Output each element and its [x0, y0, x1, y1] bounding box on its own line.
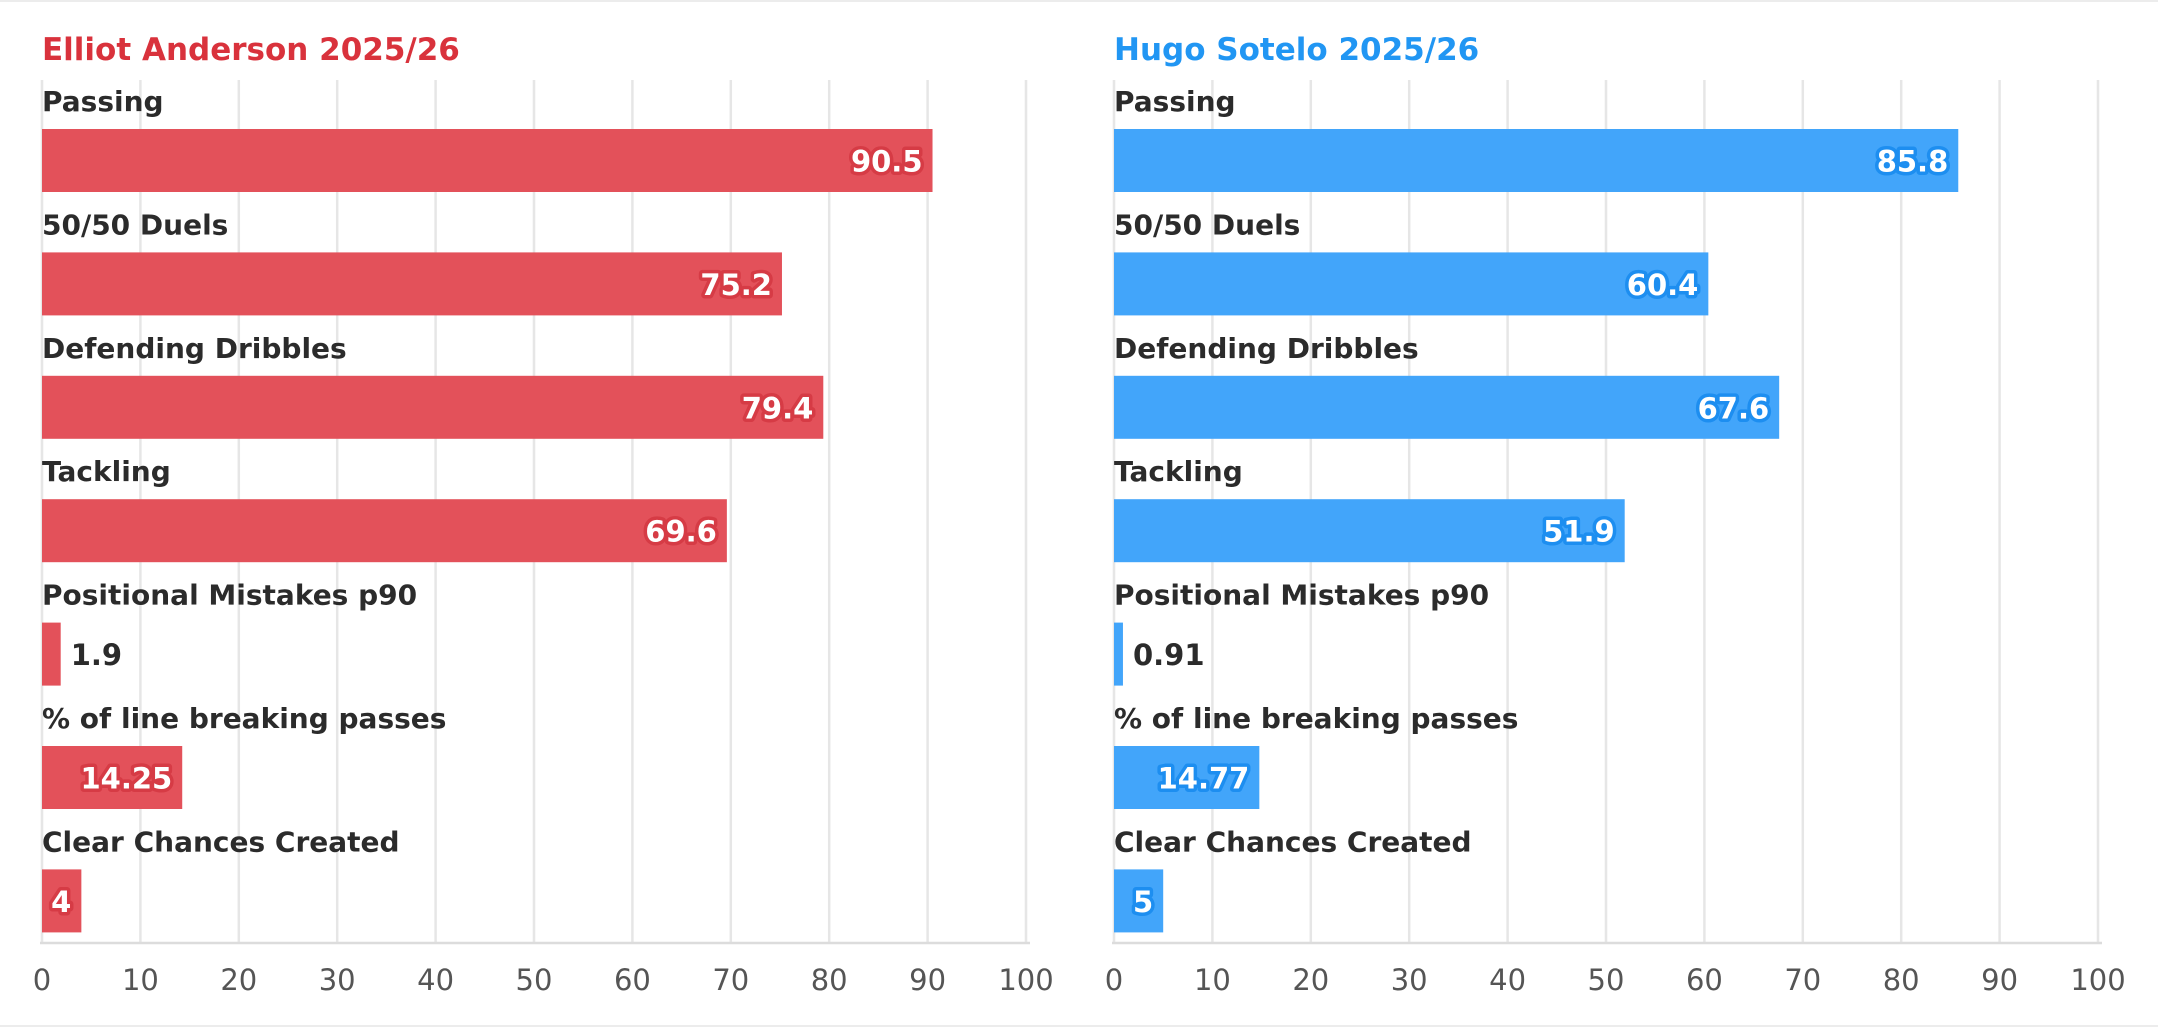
data-label: 75.2	[700, 268, 772, 302]
panel-title: Hugo Sotelo 2025/26	[1114, 32, 1479, 68]
bar	[1114, 252, 1709, 316]
category-label: % of line breaking passes	[42, 702, 446, 735]
panel-title: Elliot Anderson 2025/26	[42, 32, 460, 68]
bar	[1114, 869, 1164, 933]
x-tick-label: 20	[1292, 963, 1329, 997]
x-tick-label: 50	[1588, 963, 1625, 997]
data-label: 79.4	[742, 391, 814, 425]
bar	[42, 129, 933, 192]
x-tick-label: 10	[1194, 963, 1231, 997]
bar	[1114, 375, 1780, 439]
category-label: Clear Chances Created	[1114, 825, 1472, 858]
x-tick-label: 60	[614, 963, 651, 997]
data-label: 14.25	[80, 762, 172, 796]
category-label: Positional Mistakes p90	[42, 579, 417, 612]
x-tick-label: 90	[1981, 963, 2018, 997]
category-label: Defending Dribbles	[42, 332, 347, 365]
x-tick-label: 40	[1489, 963, 1526, 997]
x-tick-label: 30	[1391, 963, 1428, 997]
x-tick-label: 20	[220, 963, 257, 997]
bar	[42, 375, 824, 439]
x-tick-label: 10	[122, 963, 159, 997]
x-tick-label: 0	[1105, 963, 1123, 997]
category-label: 50/50 Duels	[1114, 208, 1300, 241]
category-label: % of line breaking passes	[1114, 702, 1518, 735]
data-label: 90.5	[851, 145, 923, 179]
bar	[42, 622, 61, 686]
category-label: 50/50 Duels	[42, 208, 228, 241]
x-tick-label: 80	[1883, 963, 1920, 997]
x-tick-label: 30	[319, 963, 356, 997]
data-label: 5	[1133, 885, 1153, 919]
data-label: 85.8	[1877, 145, 1949, 179]
data-label: 4	[51, 885, 71, 919]
category-label: Passing	[1114, 85, 1236, 118]
x-tick-label: 50	[516, 963, 553, 997]
x-tick-label: 70	[1784, 963, 1821, 997]
x-tick-label: 80	[811, 963, 848, 997]
bar	[1114, 499, 1625, 563]
bar	[42, 499, 727, 563]
category-label: Positional Mistakes p90	[1114, 579, 1489, 612]
bar	[42, 746, 183, 809]
x-tick-label: 100	[998, 963, 1053, 997]
data-label: 60.4	[1627, 268, 1699, 302]
bar	[42, 869, 82, 933]
x-tick-label: 60	[1686, 963, 1723, 997]
x-tick-label: 0	[33, 963, 51, 997]
x-tick-label: 90	[909, 963, 946, 997]
x-tick-label: 70	[712, 963, 749, 997]
bar	[42, 252, 782, 316]
category-label: Tackling	[1114, 455, 1243, 488]
category-label: Defending Dribbles	[1114, 332, 1419, 365]
panel-player-two: 0 10 20 30 40 50 60 70 80 90 100 Hugo Sotelo 2025/2…	[1105, 32, 2126, 997]
data-label: 0.91	[1133, 638, 1205, 672]
panel-player-one: 0 10 20 30 40 50 60 70 80 90 100 Elliot Anderson 20…	[33, 32, 1054, 997]
category-label: Clear Chances Created	[42, 825, 400, 858]
data-label: 67.6	[1698, 391, 1770, 425]
data-label: 14.77	[1158, 762, 1250, 796]
data-label: 69.6	[645, 515, 717, 549]
bar	[1114, 129, 1959, 192]
data-label: 1.9	[71, 638, 122, 672]
category-label: Tackling	[42, 455, 171, 488]
category-label: Passing	[42, 85, 164, 118]
data-label: 51.9	[1543, 515, 1615, 549]
x-tick-label: 40	[417, 963, 454, 997]
bar	[1114, 622, 1123, 686]
x-tick-label: 100	[2070, 963, 2125, 997]
bar	[1114, 746, 1260, 809]
